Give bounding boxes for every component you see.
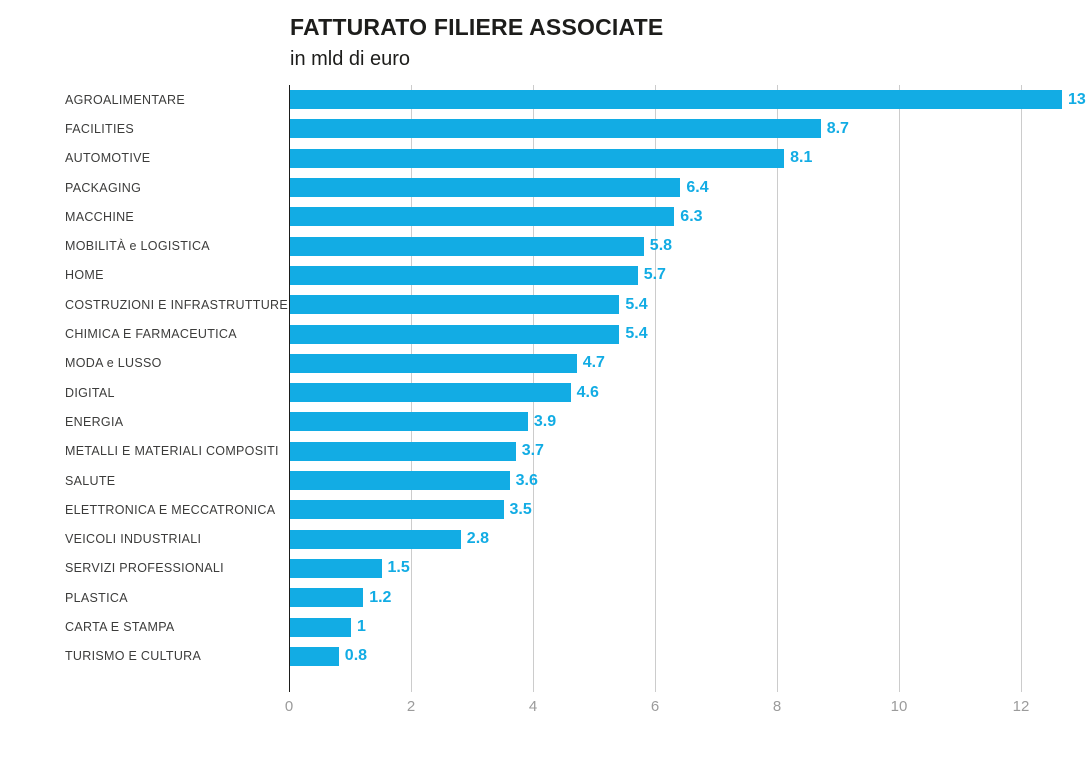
value-label: 8.1	[790, 149, 813, 167]
bar	[290, 236, 644, 256]
category-label: PACKAGING	[65, 180, 142, 195]
value-label: 2.8	[466, 530, 490, 548]
chart-title: FATTURATO FILIERE ASSOCIATE	[290, 14, 664, 40]
bar	[290, 383, 571, 403]
category-label: PLASTICA	[65, 590, 128, 605]
plot-area: 13 8.7 8.1 6.4 6.3 5.8 5.7 5.4 5.4 4.7 4.6 3.9 3.7 3.…	[289, 85, 1091, 692]
bar	[290, 119, 821, 139]
value-label: 3.7	[521, 442, 544, 460]
bar	[290, 90, 1062, 110]
value-label: 5.8	[649, 237, 673, 255]
category-label: MODA e LUSSO	[65, 356, 162, 371]
chart-subtitle: in mld di euro	[290, 48, 411, 70]
value-label: 4.6	[576, 383, 599, 401]
category-label: MOBILITÀ e LOGISTICA	[65, 239, 210, 254]
bar	[290, 178, 681, 198]
bar	[290, 295, 620, 315]
value-label: 4.7	[582, 354, 605, 372]
bar	[290, 353, 577, 373]
gridline	[1021, 85, 1022, 692]
value-label: 1	[357, 618, 366, 636]
x-axis: 0 2 4 6 8 10 12	[285, 698, 1091, 724]
value-label: 5.4	[625, 295, 648, 313]
bar	[290, 617, 351, 637]
value-label: 6.3	[680, 207, 703, 225]
category-label: SERVIZI PROFESSIONALI	[65, 561, 224, 576]
category-label: CHIMICA E FARMACEUTICA	[65, 327, 237, 342]
category-label: CARTA E STAMPA	[65, 620, 175, 635]
category-label: METALLI E MATERIALI COMPOSITI	[65, 444, 279, 459]
x-tick-label: 12	[1012, 698, 1030, 715]
bar	[290, 324, 620, 344]
value-label: 1.5	[387, 559, 410, 577]
bar	[290, 471, 510, 491]
category-label: COSTRUZIONI E INFRASTRUTTURE	[65, 297, 288, 312]
bar	[290, 588, 364, 608]
bar	[290, 646, 339, 666]
x-tick-label: 8	[772, 698, 782, 715]
gridline	[899, 85, 900, 692]
category-label: DIGITAL	[65, 385, 115, 400]
value-label: 3.5	[509, 500, 532, 518]
category-label: FACILITIES	[65, 121, 134, 136]
category-label: VEICOLI INDUSTRIALI	[65, 532, 202, 547]
bar	[290, 265, 638, 285]
value-label: 3.6	[515, 471, 538, 489]
x-tick-label: 10	[890, 698, 908, 715]
bar	[290, 412, 528, 432]
bar	[290, 500, 504, 520]
value-label: 8.7	[826, 119, 849, 137]
value-label: 13	[1068, 90, 1086, 108]
x-tick-label: 0	[284, 698, 294, 715]
category-label: SALUTE	[65, 473, 116, 488]
x-tick-label: 4	[528, 698, 538, 715]
category-label: TURISMO E CULTURA	[65, 649, 202, 664]
category-label: AGROALIMENTARE	[65, 92, 185, 107]
value-label: 3.9	[533, 412, 557, 430]
category-label: MACCHINE	[65, 209, 135, 224]
category-labels-column: AGROALIMENTARE FACILITIES AUTOMOTIVE PACKAG…	[65, 85, 288, 671]
category-label: HOME	[65, 268, 104, 283]
value-label: 1.2	[369, 588, 392, 606]
category-label: ENERGIA	[65, 414, 124, 429]
x-tick-label: 6	[650, 698, 660, 715]
value-label: 0.8	[344, 647, 368, 665]
gridline	[777, 85, 778, 692]
bar	[290, 148, 785, 168]
category-label: AUTOMOTIVE	[65, 151, 151, 166]
x-tick-label: 2	[406, 698, 416, 715]
bar	[290, 207, 675, 227]
bar	[290, 558, 382, 578]
category-label: ELETTRONICA E MECCATRONICA	[65, 502, 276, 517]
value-label: 6.4	[686, 178, 709, 196]
value-label: 5.7	[643, 266, 666, 284]
gridline	[655, 85, 656, 692]
value-label: 5.4	[625, 325, 648, 343]
bar	[290, 441, 516, 461]
bar	[290, 529, 461, 549]
y-axis-line	[289, 85, 290, 692]
